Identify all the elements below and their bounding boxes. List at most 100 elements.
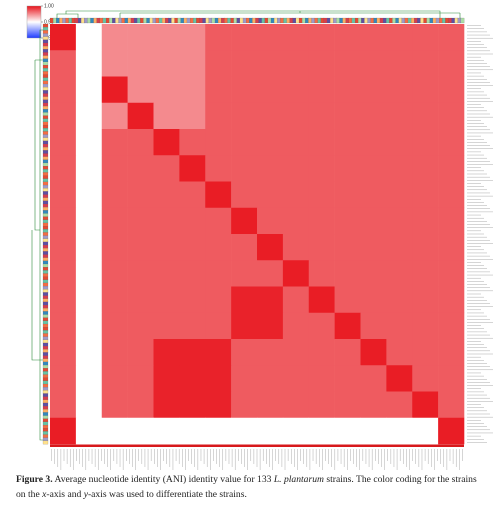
- strain-color: [42, 371, 49, 375]
- strain-color: [42, 49, 49, 53]
- strain-color: [401, 17, 406, 24]
- heatmap-cell: [438, 24, 465, 51]
- heatmap-cell: [360, 234, 387, 261]
- heatmap-cell: [282, 339, 310, 366]
- heatmap-cell: [50, 234, 77, 261]
- caption-text: -axis was used to differentiate the stra…: [87, 489, 247, 500]
- heatmap-cell: [153, 24, 180, 51]
- heatmap-cell: [308, 207, 335, 235]
- strain-color: [42, 270, 49, 274]
- colorbar: [26, 5, 42, 39]
- strain-color: [42, 314, 49, 318]
- heatmap-cell: [334, 50, 361, 77]
- strain-color: [42, 320, 49, 325]
- strain-color: [249, 17, 253, 24]
- heatmap-cell: [127, 76, 154, 104]
- strain-color: [42, 219, 49, 224]
- strain-color: [42, 301, 49, 306]
- strain-color: [42, 393, 49, 397]
- heatmap-cell: [360, 24, 387, 51]
- heatmap-cell: [257, 181, 284, 209]
- strain-color: [149, 17, 153, 24]
- heatmap-cell: [50, 260, 77, 287]
- strain-color: [42, 166, 49, 170]
- strain-color: [42, 58, 49, 63]
- strain-color: [42, 77, 49, 82]
- strain-color: [351, 17, 356, 24]
- strain-color: [42, 260, 49, 265]
- strain-color: [373, 17, 378, 24]
- heatmap-cell: [231, 339, 258, 366]
- strain-color: [42, 169, 49, 173]
- heatmap-cell: [282, 260, 310, 287]
- heatmap-cell: [101, 234, 128, 261]
- heatmap-cell: [360, 339, 387, 366]
- heatmap-cell: [153, 365, 180, 392]
- heatmap-cell: [334, 417, 361, 445]
- heatmap-cell: [179, 129, 206, 156]
- strain-color: [239, 17, 244, 24]
- heatmap-cell: [231, 234, 258, 261]
- heatmap-cell: [153, 260, 180, 287]
- heatmap-cell: [179, 24, 206, 51]
- heatmap-cell: [334, 234, 361, 261]
- heatmap-cell: [334, 76, 361, 104]
- heatmap-cell: [179, 365, 206, 392]
- strain-color: [42, 147, 49, 151]
- heatmap: [50, 24, 465, 445]
- strain-color: [99, 17, 104, 24]
- strain-color: [42, 339, 49, 344]
- strain-color: [445, 17, 449, 24]
- heatmap-cell: [438, 181, 465, 209]
- strain-color: [42, 421, 49, 426]
- heatmap-cell: [438, 234, 465, 261]
- strain-color: [42, 244, 49, 249]
- heatmap-cell: [282, 234, 310, 261]
- heatmap-cell: [205, 312, 232, 340]
- heatmap-cell: [50, 50, 77, 77]
- strain-color: [305, 17, 309, 24]
- heatmap-cell: [127, 50, 154, 77]
- strain-color: [42, 364, 49, 369]
- heatmap-cell: [205, 234, 232, 261]
- strain-color: [165, 17, 169, 24]
- strain-color: [354, 17, 359, 24]
- strain-color: [42, 352, 49, 356]
- strain-color: [326, 17, 331, 24]
- heatmap-cell: [127, 417, 154, 445]
- heatmap-cell: [412, 181, 439, 209]
- strain-color: [311, 17, 315, 24]
- heatmap-cell: [179, 312, 206, 340]
- heatmap-cell: [231, 24, 258, 51]
- strain-color: [261, 17, 266, 24]
- caption-italic: y: [83, 489, 88, 500]
- heatmap-cell: [438, 312, 465, 340]
- heatmap-cell: [153, 76, 180, 104]
- strain-color: [190, 17, 194, 24]
- strain-color: [42, 286, 49, 290]
- heatmap-cell: [386, 24, 413, 51]
- heatmap-cell: [205, 207, 232, 235]
- strain-color: [193, 17, 197, 24]
- heatmap-cell: [282, 181, 310, 209]
- heatmap-cell: [412, 339, 439, 366]
- strain-color: [171, 17, 175, 24]
- strain-color: [42, 355, 49, 360]
- heatmap-cell: [127, 286, 154, 314]
- strain-color: [42, 64, 49, 69]
- heatmap-cell: [257, 50, 284, 77]
- strain-color: [420, 17, 424, 24]
- heatmap-cell: [257, 129, 284, 156]
- heatmap-cell: [205, 417, 232, 445]
- heatmap-cell: [231, 312, 258, 340]
- strain-color: [42, 342, 49, 347]
- heatmap-cell: [50, 76, 77, 104]
- heatmap-cell: [153, 234, 180, 261]
- heatmap-cell: [50, 365, 77, 392]
- strain-color: [109, 17, 113, 24]
- strain-color: [77, 17, 82, 24]
- strain-color: [42, 399, 49, 404]
- heatmap-cell: [282, 312, 310, 340]
- heatmap-cell: [153, 129, 180, 156]
